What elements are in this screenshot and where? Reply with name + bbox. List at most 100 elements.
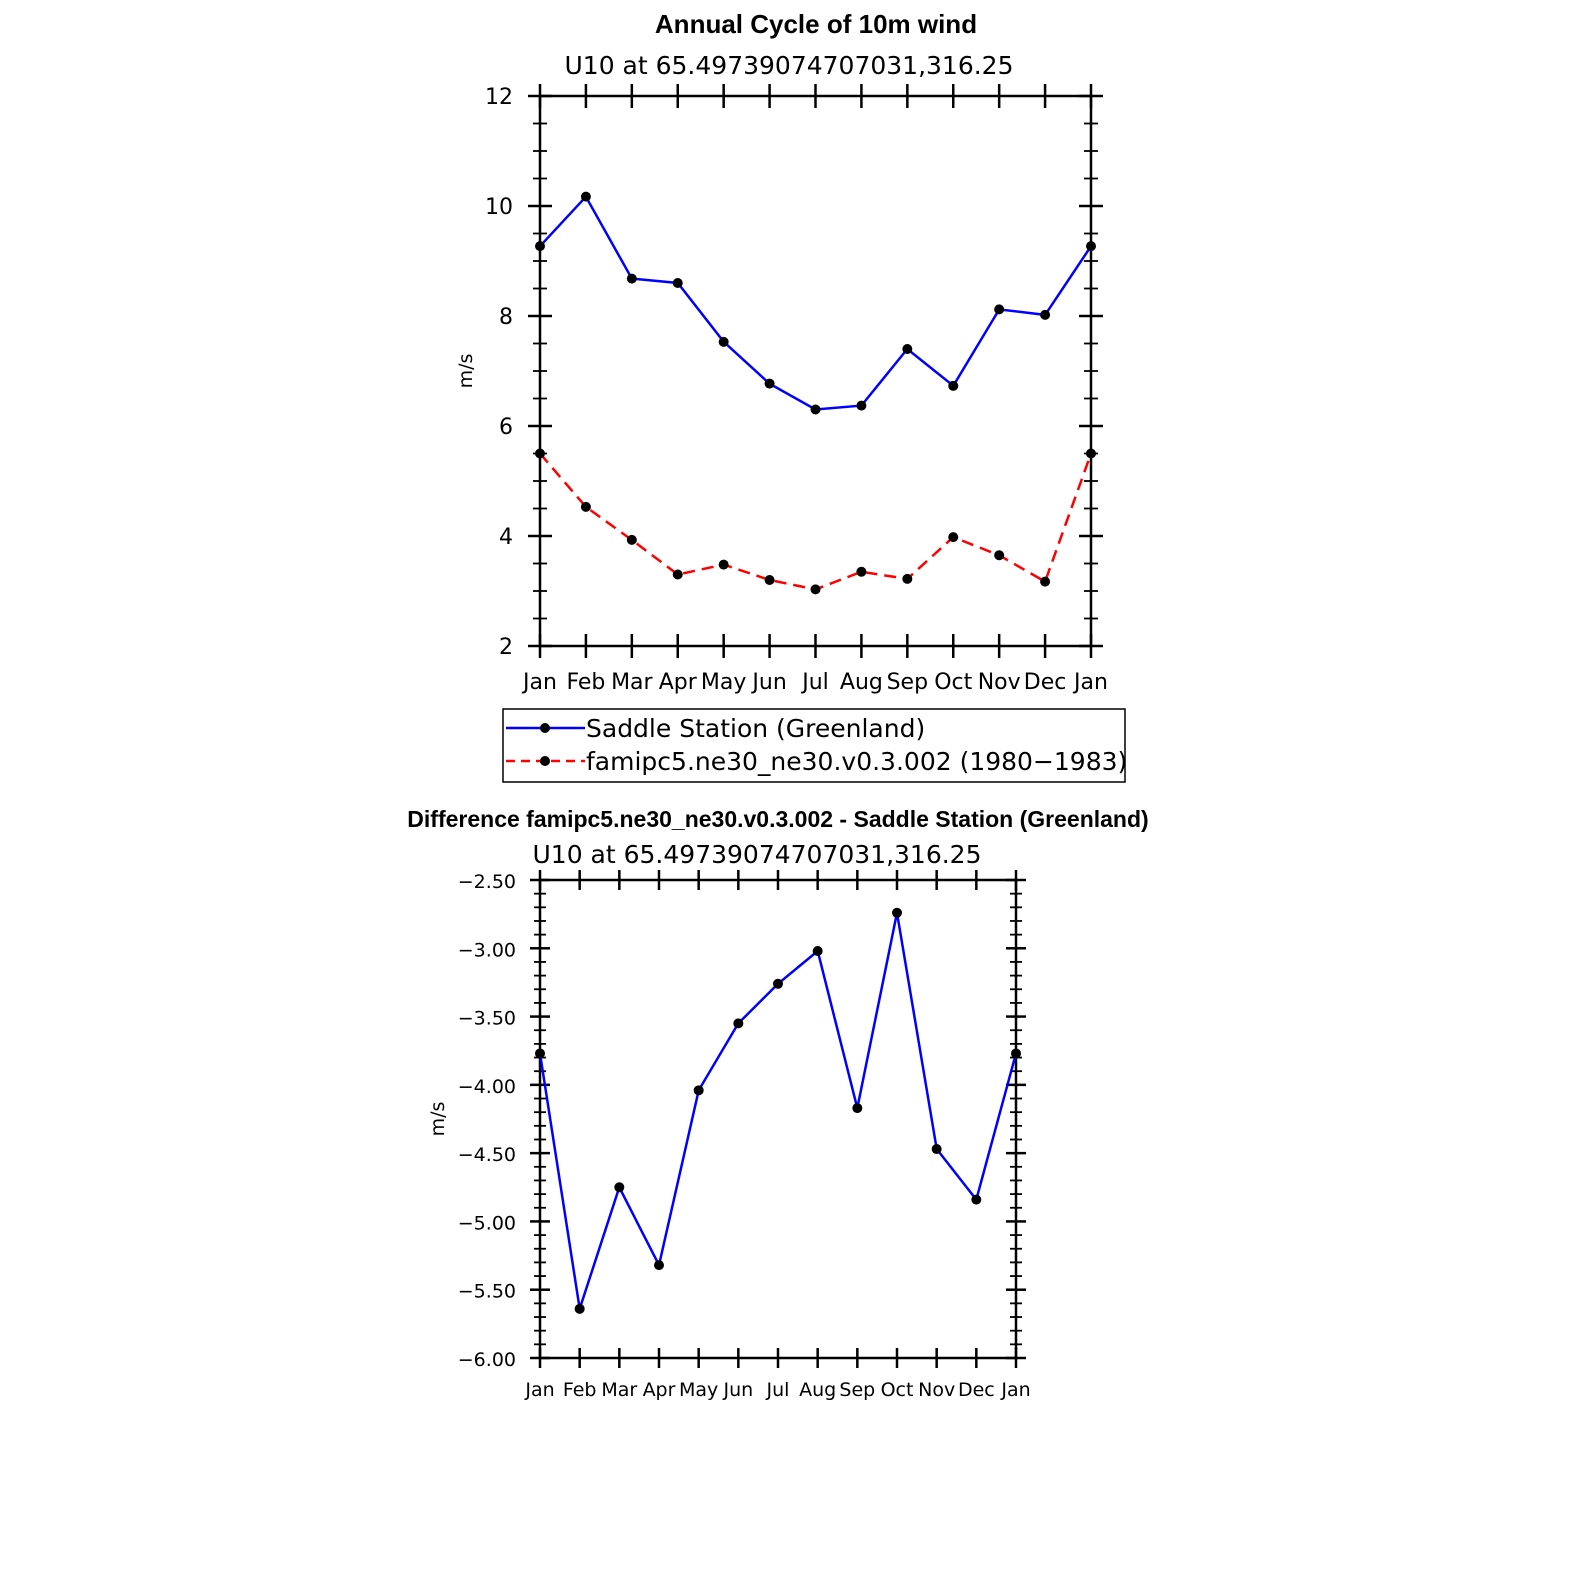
x-tick-label: Nov [918,1379,955,1401]
chart1-subtitle: U10 at 65.49739074707031,316.25 [565,51,1014,80]
y-tick-label: 6 [499,415,513,440]
x-tick-label: Jan [1000,1379,1030,1401]
annual-cycle-chart: Annual Cycle of 10m wind U10 at 65.49739… [455,9,1127,783]
series-0-point [1086,241,1096,252]
series-0-point [1011,1048,1021,1059]
x-tick-label: Sep [839,1379,875,1401]
legend-marker-model [540,756,550,766]
series-0-point [764,378,775,389]
y-tick-label: 12 [485,85,513,110]
series-1-point [948,532,959,543]
chart1-title: Annual Cycle of 10m wind [655,9,977,39]
chart2-y-axis-label: m/s [427,1102,449,1137]
series-1-point [580,501,591,512]
x-tick-label: Sep [887,670,928,695]
series-1-point [1040,576,1051,587]
series-1-point [994,550,1005,561]
x-tick-label: Dec [958,1379,995,1401]
chart2-title: Difference famipc5.ne30_ne30.v0.3.002 - … [407,806,1148,832]
chart1-y-axis-label: m/s [455,354,477,389]
series-0-point [580,191,591,202]
y-tick-label: −3.00 [458,939,516,961]
x-tick-label: Jan [521,670,557,695]
x-tick-label: May [701,670,746,695]
series-line-0 [539,194,1093,411]
x-tick-label: May [679,1379,718,1401]
legend-marker-saddle [540,723,550,733]
x-tick-label: Jun [750,670,786,695]
series-0-point [812,946,823,957]
series-0-point [614,1182,625,1193]
x-tick-label: Feb [563,1379,597,1401]
series-0-point [535,241,545,252]
series-0-point [733,1018,744,1029]
series-0-point [693,1085,704,1096]
series-line-1 [539,452,1093,591]
series-0-point [773,978,783,989]
x-tick-label: Aug [799,1379,836,1401]
series-0-point [994,304,1005,315]
chart1-x-tick-labels: Jan Feb Mar Apr May Jun Jul Aug Sep Oct Nov Dec Jan [521,670,1108,695]
series-0-point [654,1260,664,1271]
x-tick-label: Aug [840,670,883,695]
series-0-point [971,1194,982,1205]
y-tick-label: −6.00 [458,1349,516,1371]
x-tick-label: Mar [601,1379,637,1401]
y-tick-label: 4 [499,525,513,550]
chart1-legend: Saddle Station (Greenland) famipc5.ne30_… [502,708,1127,783]
x-tick-label: Jul [800,670,829,695]
x-tick-label: Apr [659,670,698,695]
difference-chart: Difference famipc5.ne30_ne30.v0.3.002 - … [407,806,1148,1401]
x-tick-label: Jan [524,1379,554,1401]
y-tick-label: −4.50 [458,1144,516,1166]
chart2-series [535,907,1021,1314]
series-line-0 [538,912,1018,1310]
chart2-subtitle: U10 at 65.49739074707031,316.25 [533,840,982,869]
y-tick-label: 10 [485,195,513,220]
series-1-point [810,584,821,595]
y-tick-label: −5.00 [458,1212,516,1234]
series-0-point [535,1048,545,1059]
chart2-ticks [530,870,1026,1368]
series-1-point [626,534,637,545]
series-0-point [856,400,867,411]
legend-box [502,708,1126,783]
series-1-point [718,559,729,570]
series-1-point [764,575,775,585]
y-tick-label: 8 [499,305,513,330]
y-tick-label: −3.50 [458,1008,516,1030]
chart2-x-tick-labels: Jan Feb Mar Apr May Jun Jul Aug Sep Oct Nov Dec Jan [524,1379,1030,1401]
x-tick-label: Dec [1024,670,1067,695]
series-0-point [810,404,821,415]
series-0-point [1040,309,1051,320]
chart2-y-tick-labels: −6.00 −5.50 −5.00 −4.50 −4.00 −3.50 −3.00 −2.50 [458,871,516,1371]
chart1-series [535,191,1096,595]
legend-label-model: famipc5.ne30_ne30.v0.3.002 (1980−1983) [586,747,1127,776]
series-0-point [672,278,683,288]
series-0-point [718,336,729,347]
chart1-y-tick-labels: 2 4 6 8 10 12 [485,85,513,660]
y-tick-label: 2 [499,635,513,660]
series-1-point [856,566,867,577]
series-0-point [931,1144,942,1155]
x-tick-label: Apr [643,1379,676,1401]
series-1-point [535,448,545,459]
x-tick-label: Jul [766,1379,790,1401]
y-tick-label: −2.50 [458,871,516,893]
x-tick-label: Jun [722,1379,753,1401]
series-0-point [574,1303,585,1314]
x-tick-label: Nov [978,670,1021,695]
x-tick-label: Feb [566,670,605,695]
x-tick-label: Oct [881,1379,914,1401]
series-0-point [626,273,637,284]
y-tick-label: −4.00 [458,1076,516,1098]
chart1-plot-frame [538,94,1093,648]
chart1-ticks [528,84,1103,658]
x-tick-label: Oct [934,670,972,695]
series-1-point [1086,448,1096,459]
chart2-plot-frame [538,878,1018,1360]
y-tick-label: −5.50 [458,1281,516,1303]
series-1-point [672,569,683,580]
x-tick-label: Mar [611,670,653,695]
